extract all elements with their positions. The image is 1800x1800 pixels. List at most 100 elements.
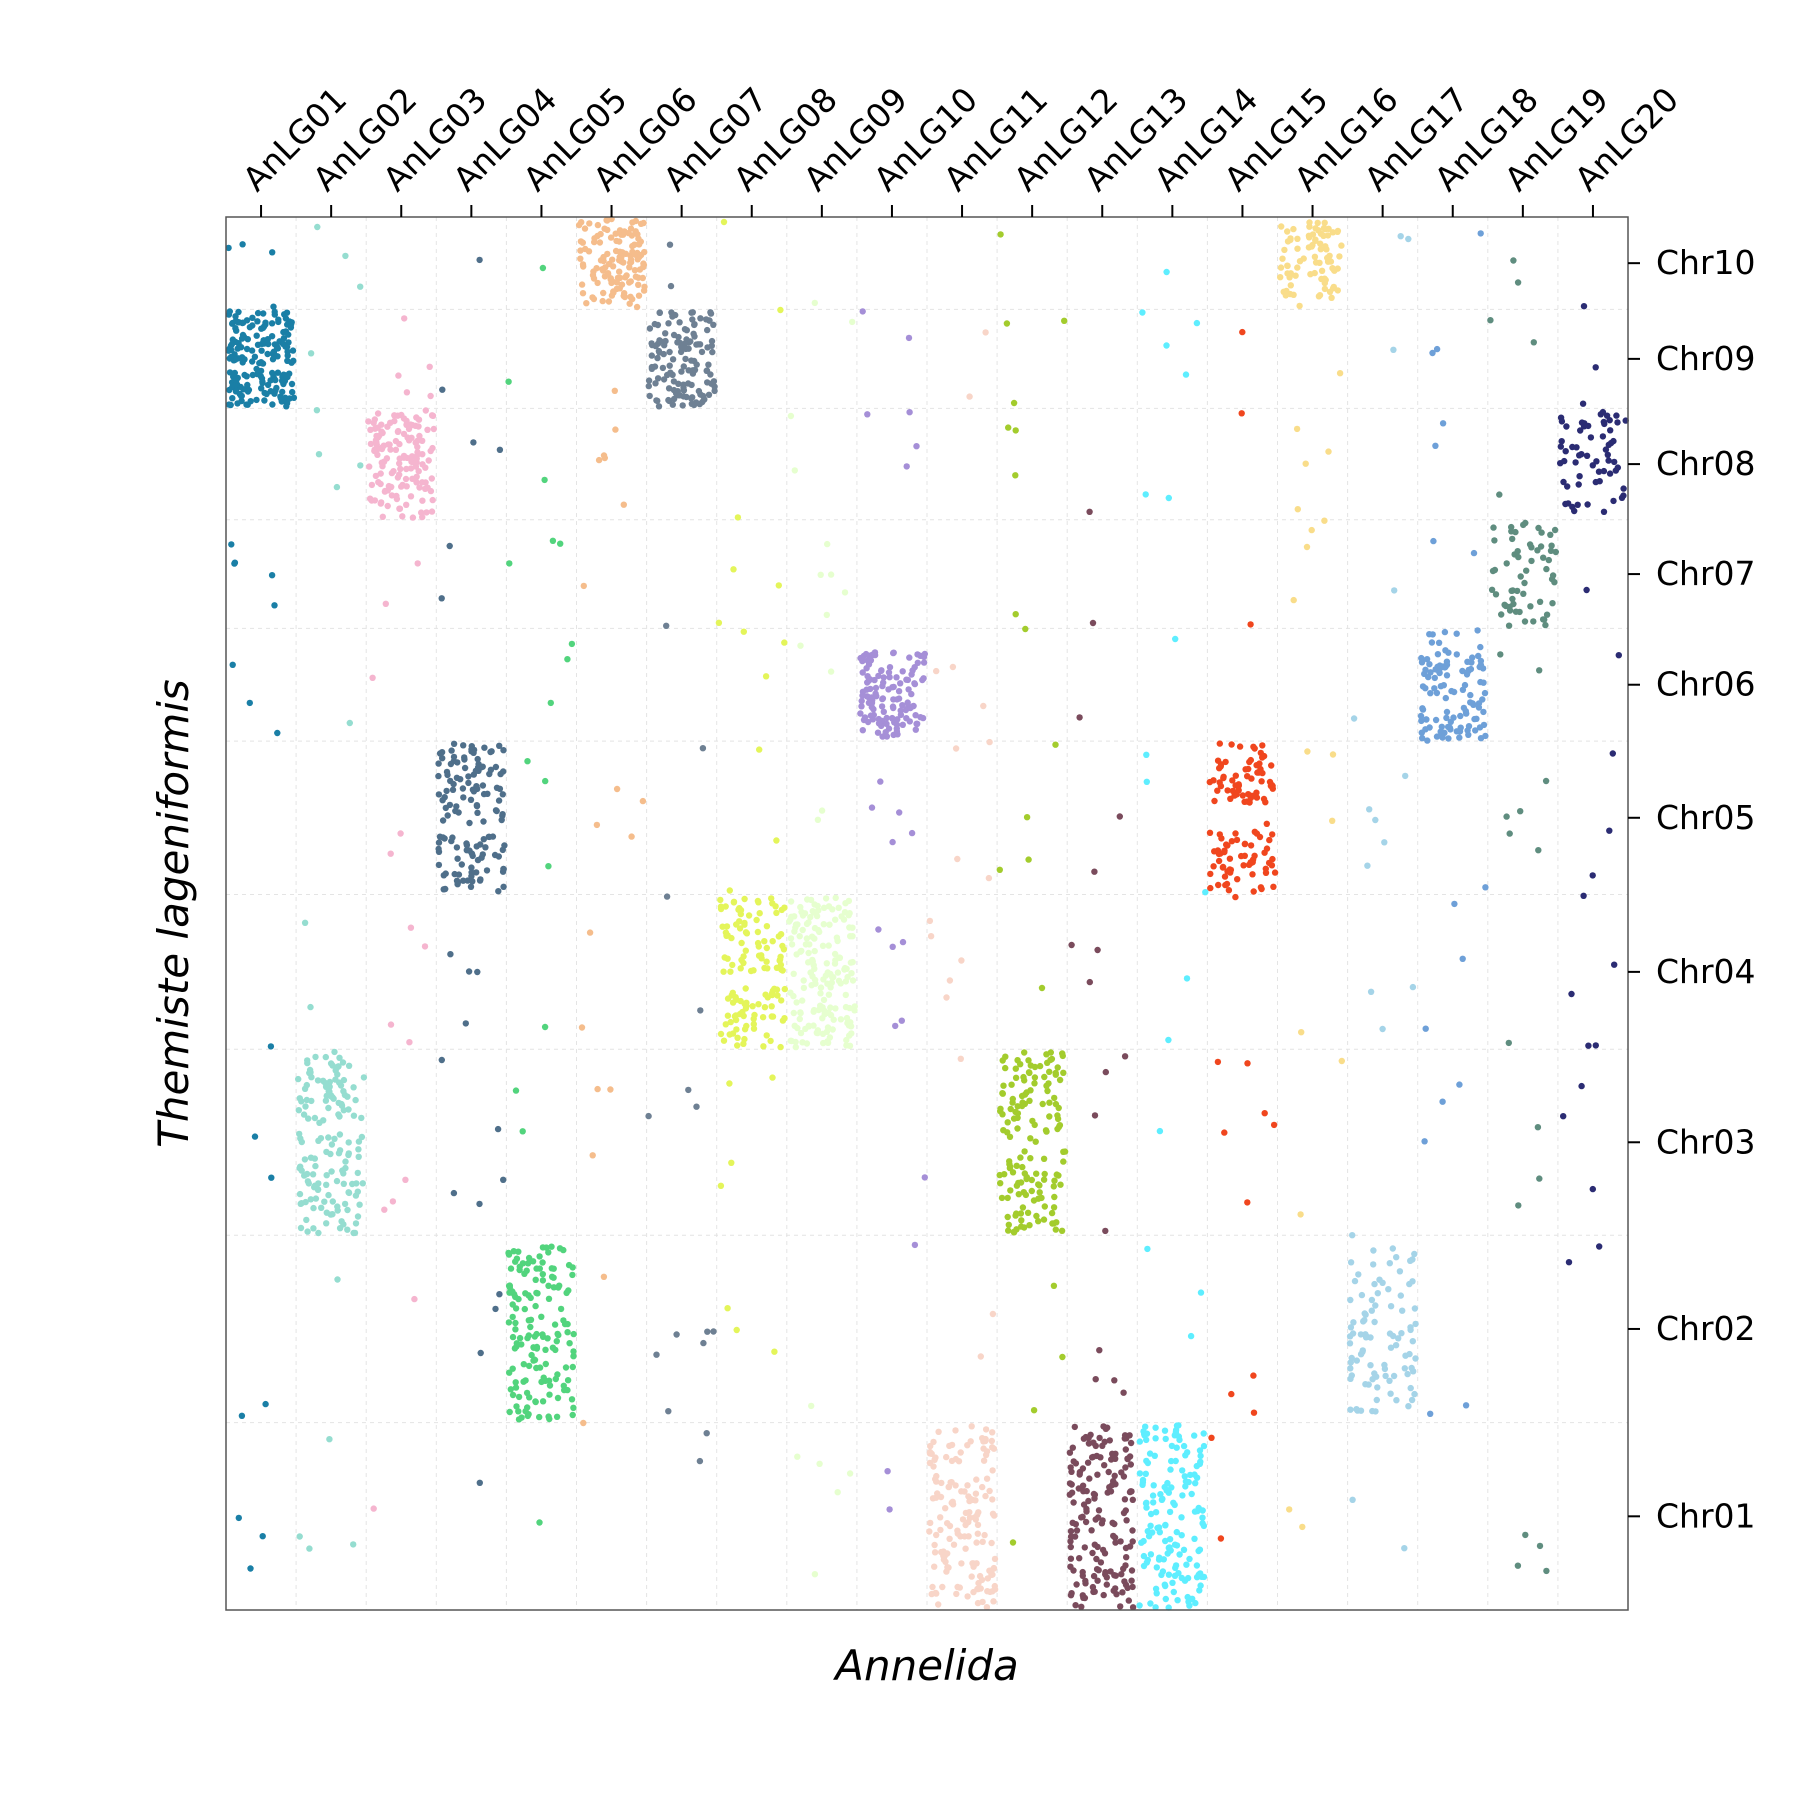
data-point [565, 1261, 573, 1269]
data-point [747, 967, 755, 975]
data-point [1442, 647, 1449, 654]
data-point [489, 833, 497, 840]
data-point [409, 475, 416, 482]
data-point [449, 834, 456, 841]
data-point [1152, 1509, 1160, 1516]
data-point [1202, 889, 1209, 896]
data-point [742, 947, 749, 954]
data-point [511, 1345, 519, 1352]
data-point [1347, 1296, 1354, 1304]
data-point [345, 1106, 352, 1113]
data-point [338, 1102, 346, 1109]
data-point [989, 1310, 997, 1318]
data-point [268, 333, 276, 340]
data-point [1503, 560, 1510, 567]
data-point [334, 1203, 341, 1210]
data-point [682, 345, 689, 353]
data-point [370, 1505, 377, 1512]
data-point [1364, 862, 1371, 869]
data-point [859, 727, 866, 734]
data-point [326, 1436, 333, 1443]
data-point [540, 1374, 547, 1381]
data-point [612, 426, 619, 433]
data-point [1233, 836, 1241, 844]
data-point [246, 699, 253, 707]
data-point [1443, 714, 1450, 722]
data-point [709, 348, 716, 356]
data-point [1208, 1434, 1215, 1442]
data-point [284, 352, 291, 359]
data-point [975, 1509, 982, 1516]
data-point [1144, 1528, 1152, 1535]
data-point [794, 921, 801, 928]
data-point [400, 415, 408, 422]
data-point [1119, 1589, 1126, 1596]
y-tick-label: Chr02 [1656, 1309, 1756, 1348]
data-point [724, 1305, 731, 1312]
data-point [532, 1302, 539, 1310]
data-point [1117, 1538, 1124, 1545]
data-point [1387, 1303, 1395, 1310]
data-point [1338, 242, 1345, 249]
data-point [468, 872, 475, 880]
data-point [480, 790, 488, 798]
data-point [509, 1301, 516, 1308]
data-point [1005, 424, 1012, 431]
data-point [1150, 1482, 1157, 1489]
data-point [354, 1213, 362, 1220]
data-point [1197, 1289, 1205, 1296]
data-point [933, 1472, 940, 1480]
data-point [720, 968, 727, 975]
data-point [1172, 635, 1179, 643]
data-point [413, 455, 420, 462]
data-point [476, 1479, 483, 1487]
data-point [1004, 1213, 1011, 1221]
data-point [1385, 1286, 1392, 1293]
data-point [1600, 508, 1608, 515]
data-point [369, 674, 376, 681]
data-point [1290, 291, 1297, 298]
data-point [1565, 1259, 1573, 1266]
data-point [1145, 1533, 1153, 1540]
data-point [1580, 892, 1587, 899]
data-point [590, 268, 597, 275]
data-point [1207, 884, 1214, 892]
data-point [560, 1382, 567, 1390]
data-point [973, 1539, 980, 1546]
data-points [225, 215, 1629, 1611]
data-point [568, 640, 576, 648]
data-point [1260, 752, 1268, 760]
data-point [628, 833, 635, 840]
data-point [704, 379, 711, 386]
data-point [310, 1225, 317, 1232]
data-point [837, 1016, 845, 1023]
data-point [825, 942, 832, 949]
y-tick-label: Chr03 [1656, 1122, 1756, 1161]
data-point [303, 1216, 310, 1224]
data-point [733, 1326, 740, 1334]
data-point [611, 387, 618, 394]
data-point [1042, 1127, 1050, 1134]
data-point [1613, 412, 1620, 419]
data-point [792, 1038, 799, 1046]
data-point [1155, 1556, 1163, 1563]
data-point [982, 1492, 989, 1500]
data-point [301, 1156, 309, 1163]
data-point [474, 856, 482, 864]
data-point [1105, 1468, 1112, 1476]
data-point [750, 1015, 757, 1022]
data-point [1236, 743, 1244, 750]
data-point [729, 961, 736, 969]
data-point [339, 1059, 347, 1066]
data-point [549, 537, 557, 544]
data-point [880, 679, 887, 686]
data-point [1168, 1484, 1175, 1491]
data-point [1515, 553, 1522, 561]
data-point [1022, 1191, 1030, 1199]
data-point [333, 1177, 341, 1185]
data-point [1247, 842, 1255, 849]
data-point [234, 400, 241, 407]
data-point [1260, 795, 1268, 803]
data-point [1445, 735, 1452, 742]
data-point [1530, 339, 1538, 346]
